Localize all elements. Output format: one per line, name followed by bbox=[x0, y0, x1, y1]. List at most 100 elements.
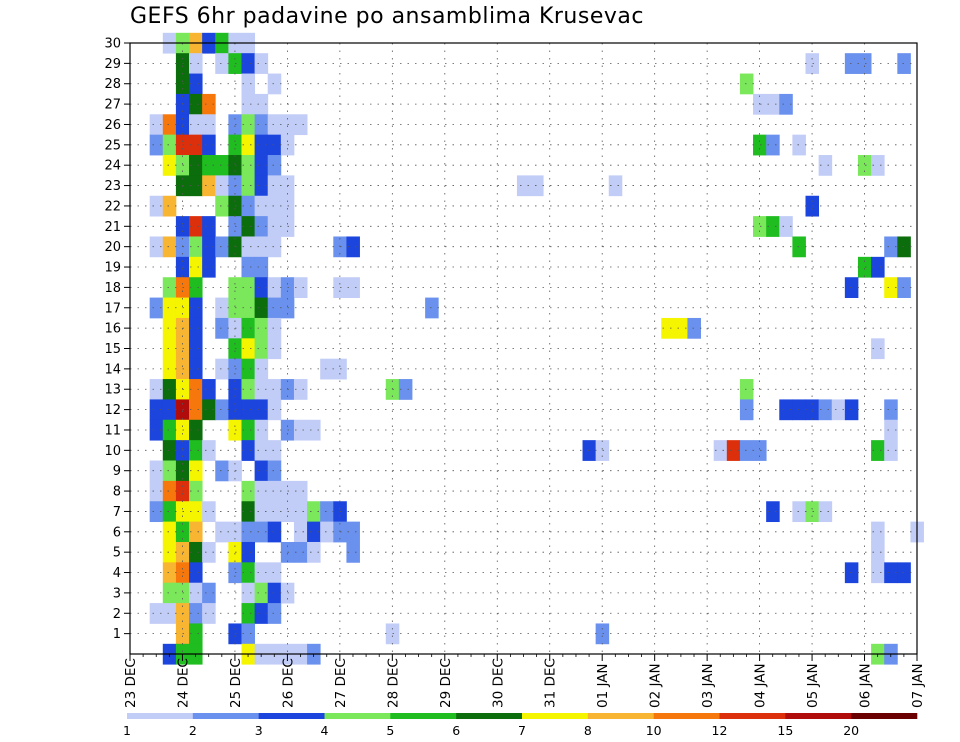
precip-cell bbox=[241, 419, 256, 441]
precip-cell bbox=[215, 195, 229, 217]
precip-cell bbox=[241, 114, 256, 136]
precip-cell bbox=[241, 379, 256, 400]
precip-cell bbox=[254, 582, 269, 604]
precip-cell bbox=[189, 256, 203, 278]
precip-cell bbox=[162, 603, 177, 624]
precip-cell bbox=[189, 501, 203, 523]
precip-cell bbox=[739, 440, 754, 461]
precip-cell bbox=[871, 562, 885, 584]
y-tick-label: 22 bbox=[104, 199, 121, 214]
precip-cell bbox=[267, 338, 282, 360]
precip-cell bbox=[661, 317, 675, 339]
precip-cell bbox=[215, 358, 229, 380]
precip-cell bbox=[753, 134, 767, 156]
precip-cell bbox=[267, 399, 282, 421]
precip-cell bbox=[766, 216, 780, 237]
precip-cell bbox=[674, 317, 688, 339]
colorbar-segment bbox=[324, 713, 391, 719]
precip-cell bbox=[241, 603, 256, 624]
precip-cell bbox=[254, 480, 269, 502]
x-tick-label: 24 DEC bbox=[175, 658, 191, 708]
precip-cell bbox=[307, 541, 321, 563]
precip-cell bbox=[149, 236, 164, 258]
precip-cell bbox=[189, 541, 203, 563]
precip-cell bbox=[149, 501, 164, 523]
precip-cell bbox=[241, 195, 256, 217]
precip-cell bbox=[202, 582, 216, 604]
precip-cell bbox=[202, 440, 216, 461]
x-tick-label: 06 JAN bbox=[858, 663, 874, 708]
precip-cell bbox=[805, 53, 820, 74]
x-tick-label: 28 DEC bbox=[385, 658, 401, 708]
precip-cell bbox=[792, 236, 806, 258]
precip-cell bbox=[254, 114, 269, 136]
precip-cell bbox=[241, 582, 256, 604]
x-tick-label: 07 JAN bbox=[910, 663, 926, 708]
precip-cell bbox=[189, 277, 203, 298]
y-tick-label: 7 bbox=[113, 505, 121, 520]
precip-cell bbox=[293, 480, 308, 502]
precip-cell bbox=[884, 562, 898, 584]
precip-cell bbox=[818, 501, 833, 523]
precip-cell bbox=[753, 216, 767, 237]
precip-cell bbox=[149, 297, 164, 319]
precip-cell bbox=[149, 480, 164, 502]
precip-cell bbox=[254, 501, 269, 523]
y-tick-label: 29 bbox=[104, 57, 121, 72]
precip-cell bbox=[149, 460, 164, 482]
colorbar-segment bbox=[258, 713, 325, 719]
precip-cell bbox=[766, 134, 780, 156]
precip-cell bbox=[215, 521, 229, 543]
precip-cell bbox=[241, 256, 256, 278]
colorbar-label: 8 bbox=[584, 723, 592, 738]
precip-cell bbox=[320, 501, 334, 523]
precip-cell bbox=[267, 379, 282, 400]
y-tick-label: 25 bbox=[104, 138, 121, 153]
precip-cell bbox=[241, 440, 256, 461]
precip-cell bbox=[202, 501, 216, 523]
precip-cell bbox=[267, 460, 282, 482]
y-tick-label: 20 bbox=[104, 240, 121, 255]
precip-cell bbox=[267, 216, 282, 237]
precip-cell bbox=[241, 236, 256, 258]
y-tick-label: 12 bbox=[104, 403, 121, 418]
x-tick-label: 02 JAN bbox=[648, 663, 664, 708]
precip-cell bbox=[805, 195, 820, 217]
precip-cell bbox=[215, 236, 229, 258]
precip-cell bbox=[241, 338, 256, 360]
colorbar-segment bbox=[192, 713, 259, 719]
x-tick-label: 23 DEC bbox=[123, 658, 139, 708]
precip-cell bbox=[202, 93, 216, 115]
x-tick-label: 29 DEC bbox=[438, 658, 454, 708]
precip-cell bbox=[254, 175, 269, 197]
precip-cell bbox=[792, 399, 806, 421]
precip-cell bbox=[398, 379, 413, 400]
x-axis-ticks: 23 DEC 24 DEC 25 DEC 26 DEC 27 DEC 28 DEC 29 D… bbox=[123, 654, 926, 708]
precip-cell bbox=[202, 379, 216, 400]
y-tick-label: 15 bbox=[104, 342, 121, 357]
precip-cell bbox=[844, 277, 859, 298]
y-tick-label: 9 bbox=[113, 464, 121, 479]
y-tick-label: 11 bbox=[104, 423, 121, 438]
precip-cell bbox=[779, 93, 793, 115]
precip-cell bbox=[254, 521, 269, 543]
precip-cell bbox=[162, 480, 177, 502]
y-tick-label: 16 bbox=[104, 322, 121, 337]
precip-cell bbox=[871, 521, 885, 543]
precip-cell bbox=[884, 236, 898, 258]
precip-cell bbox=[162, 562, 177, 584]
y-tick-label: 19 bbox=[104, 261, 121, 276]
precip-cell bbox=[202, 216, 216, 237]
precip-cell bbox=[189, 216, 203, 237]
y-tick-label: 23 bbox=[104, 179, 121, 194]
precip-cell bbox=[293, 277, 308, 298]
y-tick-label: 10 bbox=[104, 444, 121, 459]
precip-cell bbox=[149, 419, 164, 441]
precip-cell bbox=[215, 399, 229, 421]
precip-cell bbox=[162, 277, 177, 298]
precip-cell bbox=[241, 521, 256, 543]
precip-cell bbox=[254, 216, 269, 237]
colorbar-segment bbox=[522, 713, 589, 719]
precip-cell bbox=[202, 155, 216, 176]
x-tick-label: 01 JAN bbox=[595, 663, 611, 708]
